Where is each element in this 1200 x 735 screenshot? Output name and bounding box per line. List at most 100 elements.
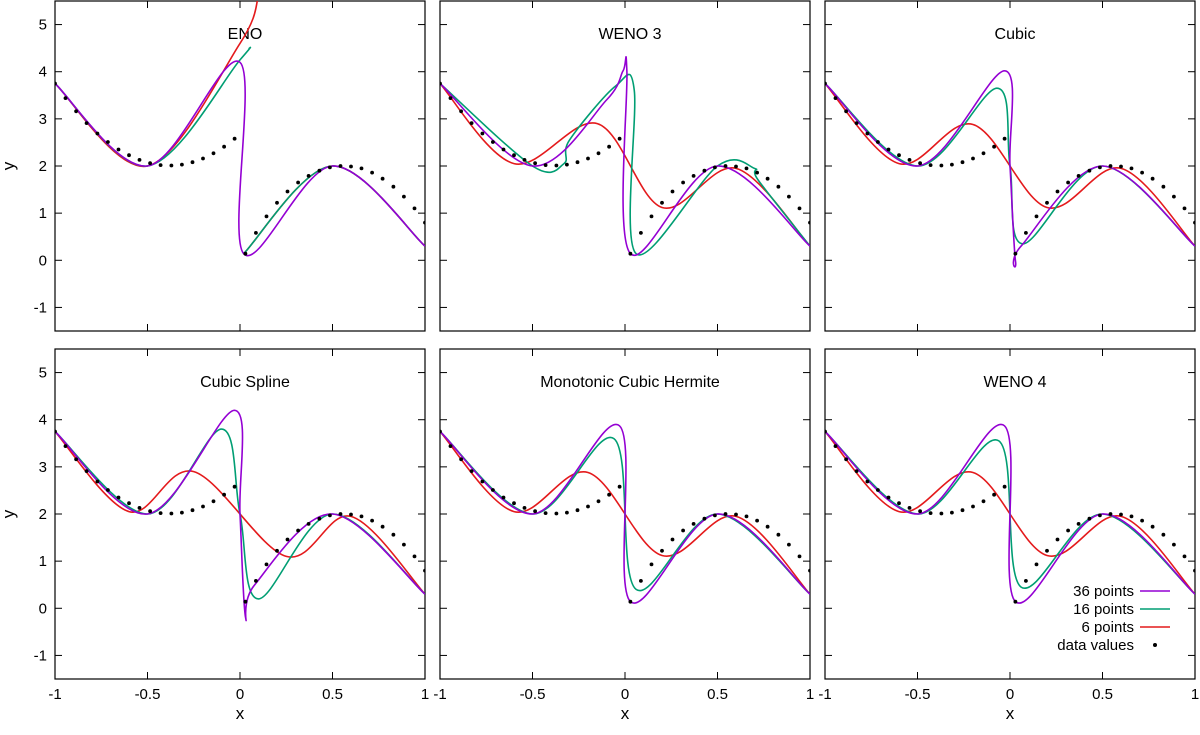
plot-area (825, 423, 1195, 604)
data-point (264, 562, 269, 567)
x-tick-label: 0 (236, 686, 244, 703)
data-point (127, 501, 131, 506)
data-point (480, 131, 485, 136)
data-point (74, 109, 78, 114)
data-point (512, 501, 516, 506)
data-point (137, 506, 142, 510)
data-point (306, 174, 311, 178)
data-point (617, 484, 622, 489)
data-point (137, 158, 142, 162)
data-point (338, 164, 343, 168)
data-point (918, 161, 922, 166)
x-tick-label: -0.5 (905, 686, 931, 703)
data-point (1066, 180, 1070, 185)
data-point (734, 164, 738, 169)
data-point (844, 457, 848, 462)
data-point (296, 528, 300, 533)
data-point (854, 469, 859, 473)
legend-swatch (1153, 643, 1157, 647)
data-point (469, 469, 474, 473)
data-point (491, 140, 495, 144)
data-point (660, 548, 664, 553)
x-tick-label: 1 (1191, 686, 1199, 703)
plot-area (440, 423, 810, 604)
data-point (607, 492, 611, 497)
data-point (106, 140, 110, 144)
y-tick-label: 4 (39, 412, 47, 429)
y-tick-label: 2 (39, 506, 47, 523)
data-point (1161, 532, 1166, 537)
data-point (886, 495, 891, 500)
data-point (1045, 200, 1049, 205)
data-point (833, 96, 838, 100)
data-point (296, 180, 300, 185)
data-point (776, 532, 781, 537)
data-point (391, 532, 396, 537)
panel-title: Cubic Spline (200, 374, 290, 391)
y-tick-label: 5 (39, 365, 47, 382)
y-tick-label: 0 (39, 252, 47, 269)
data-point (596, 499, 601, 504)
data-point (744, 166, 749, 171)
y-tick-label: 3 (39, 111, 47, 128)
data-point (380, 176, 385, 181)
data-point (981, 151, 986, 156)
y-tick-label: -1 (34, 647, 47, 664)
data-point (723, 512, 728, 516)
data-point (370, 170, 374, 175)
data-point (755, 518, 759, 523)
data-point (380, 524, 385, 529)
data-point (1108, 164, 1113, 168)
data-point (702, 516, 707, 521)
data-point (116, 147, 121, 152)
data-point (522, 506, 527, 510)
data-point (1129, 514, 1134, 519)
data-point (243, 251, 248, 256)
y-axis-label: y (0, 161, 18, 170)
data-point (918, 509, 922, 514)
data-point (222, 144, 227, 149)
data-point (586, 156, 590, 161)
data-point (960, 160, 965, 165)
data-point (844, 109, 848, 114)
data-point (649, 214, 654, 219)
data-point (1108, 512, 1113, 516)
data-point (865, 479, 870, 484)
data-point (1172, 194, 1176, 199)
data-point (950, 162, 954, 167)
x-tick-label: 0 (1006, 686, 1014, 703)
data-point (459, 109, 463, 114)
data-point (158, 511, 163, 515)
panel-frame (439, 0, 811, 332)
data-point (180, 162, 184, 167)
plot-area (440, 55, 810, 257)
series-line-36-points (825, 69, 1195, 268)
panel-title: WENO 3 (598, 26, 661, 43)
data-point (808, 568, 810, 573)
data-point (543, 511, 548, 515)
data-point (607, 144, 611, 149)
data-point (1193, 568, 1195, 573)
series-line-16-points (243, 165, 425, 255)
data-point (565, 510, 569, 515)
data-point (897, 501, 901, 506)
data-point (939, 511, 944, 516)
data-point (501, 147, 506, 152)
data-point (876, 140, 880, 144)
data-point (1024, 579, 1028, 583)
data-point (1024, 231, 1028, 235)
data-point (1140, 170, 1144, 175)
y-tick-label: 1 (39, 553, 47, 570)
data-point (148, 509, 153, 514)
data-point (1119, 164, 1123, 169)
data-point (649, 562, 654, 567)
data-point (681, 180, 685, 185)
data-point (359, 166, 364, 171)
y-tick-label: 1 (39, 205, 47, 222)
x-axis-label: x (236, 704, 245, 723)
data-point (359, 514, 364, 519)
data-point (480, 479, 485, 484)
data-point (776, 184, 781, 189)
series-line-16-points (55, 46, 252, 167)
